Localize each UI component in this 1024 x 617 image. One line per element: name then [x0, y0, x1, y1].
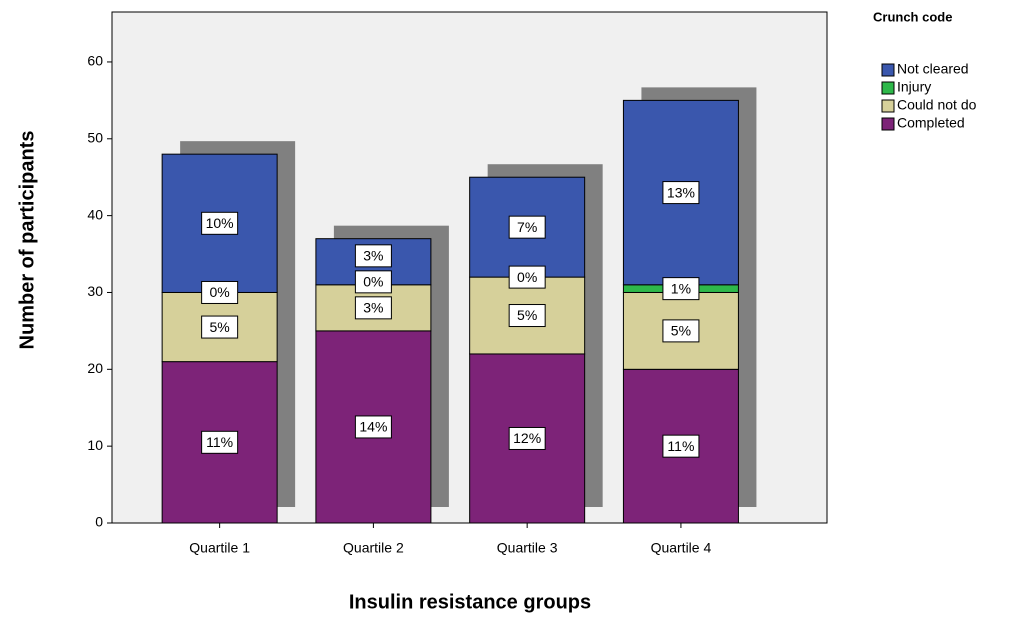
label-box: [508, 426, 546, 450]
data-label: 10%: [206, 215, 234, 231]
data-label: 0%: [363, 274, 383, 290]
legend-title: Crunch code: [873, 9, 952, 24]
y-tick-label: 0: [95, 514, 103, 530]
legend-swatch: [881, 99, 895, 113]
label-box: [354, 244, 392, 268]
label-box: [201, 211, 239, 235]
data-label: 3%: [363, 300, 383, 316]
label-box: [662, 319, 700, 343]
data-label: 14%: [359, 419, 387, 435]
label-box: [662, 277, 700, 301]
data-label: 5%: [517, 307, 537, 323]
label-box: [201, 280, 239, 304]
label-box: [662, 434, 700, 458]
legend-label: Injury: [897, 79, 931, 95]
y-tick-label: 10: [87, 437, 103, 453]
legend-label: Completed: [897, 115, 965, 131]
legend-label: Could not do: [897, 97, 977, 113]
data-label: 1%: [671, 280, 691, 296]
data-label: 11%: [667, 438, 694, 454]
y-tick-label: 40: [87, 206, 103, 222]
label-box: [508, 215, 546, 239]
y-tick-label: 50: [87, 129, 103, 145]
x-tick-label: Quartile 1: [189, 540, 250, 556]
data-label: 0%: [210, 284, 230, 300]
x-tick-label: Quartile 3: [497, 540, 558, 556]
label-box: [354, 296, 392, 320]
label-box: [201, 430, 239, 454]
data-label: 5%: [210, 319, 230, 335]
data-label: 3%: [363, 248, 383, 264]
data-label: 12%: [513, 430, 541, 446]
data-label: 0%: [517, 269, 537, 285]
x-axis-label: Insulin resistance groups: [349, 591, 591, 613]
y-tick-label: 20: [87, 360, 103, 376]
legend-swatch: [881, 63, 895, 77]
legend-swatch: [881, 117, 895, 131]
label-box: [201, 315, 239, 339]
legend-label: Not cleared: [897, 61, 969, 77]
data-label: 5%: [671, 323, 691, 339]
y-tick-label: 60: [87, 53, 103, 69]
label-box: [354, 415, 392, 439]
label-box: [354, 270, 392, 294]
y-tick-label: 30: [87, 283, 103, 299]
x-tick-label: Quartile 2: [343, 540, 404, 556]
data-label: 11%: [206, 434, 233, 450]
x-tick-label: Quartile 4: [651, 540, 712, 556]
label-box: [508, 265, 546, 289]
y-axis-label: Number of participants: [16, 131, 38, 350]
legend-swatch: [881, 81, 895, 95]
data-label: 13%: [667, 184, 695, 200]
label-box: [508, 304, 546, 328]
data-label: 7%: [517, 219, 537, 235]
label-box: [662, 181, 700, 205]
